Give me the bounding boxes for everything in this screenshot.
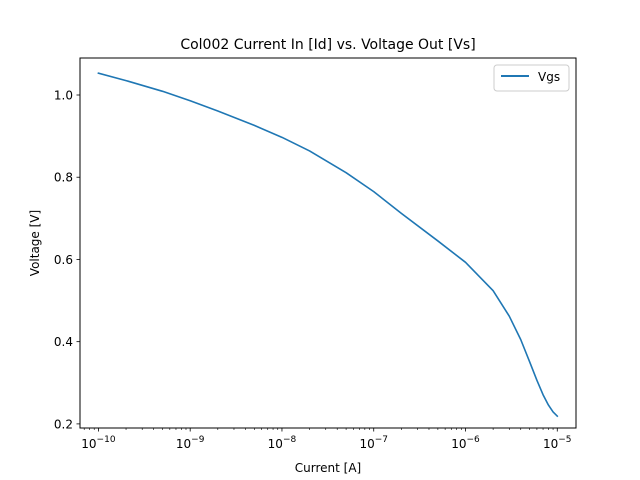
y-tick-label: 1.0 bbox=[54, 89, 73, 103]
x-tick-label: 10−7 bbox=[359, 435, 388, 451]
legend: Vgs bbox=[493, 64, 570, 92]
legend-box bbox=[493, 64, 570, 92]
x-tick-label: 10−6 bbox=[451, 435, 480, 451]
axes-frame bbox=[79, 57, 577, 429]
y-tick-label: 0.6 bbox=[54, 253, 73, 267]
series-line-vgs bbox=[97, 72, 559, 418]
x-tick-label: 10−5 bbox=[543, 435, 572, 451]
plot-area bbox=[97, 72, 559, 418]
y-tick-label: 0.2 bbox=[54, 417, 73, 431]
x-tick-label: 10−9 bbox=[176, 435, 205, 451]
y-tick-label: 0.8 bbox=[54, 171, 73, 185]
y-axis-label: Voltage [V] bbox=[28, 210, 42, 276]
legend-label-vgs: Vgs bbox=[538, 70, 560, 84]
chart-title: Col002 Current In [Id] vs. Voltage Out [… bbox=[180, 37, 475, 53]
x-tick-label: 10−10 bbox=[81, 435, 116, 451]
x-tick-label: 10−8 bbox=[268, 435, 297, 451]
y-axis: 0.2 0.4 0.6 0.8 1.0 bbox=[54, 89, 80, 431]
x-axis: 10−10 10−9 10−8 10−7 10−6 10−5 bbox=[81, 428, 572, 451]
y-tick-label: 0.4 bbox=[54, 335, 73, 349]
x-axis-label: Current [A] bbox=[295, 461, 361, 475]
